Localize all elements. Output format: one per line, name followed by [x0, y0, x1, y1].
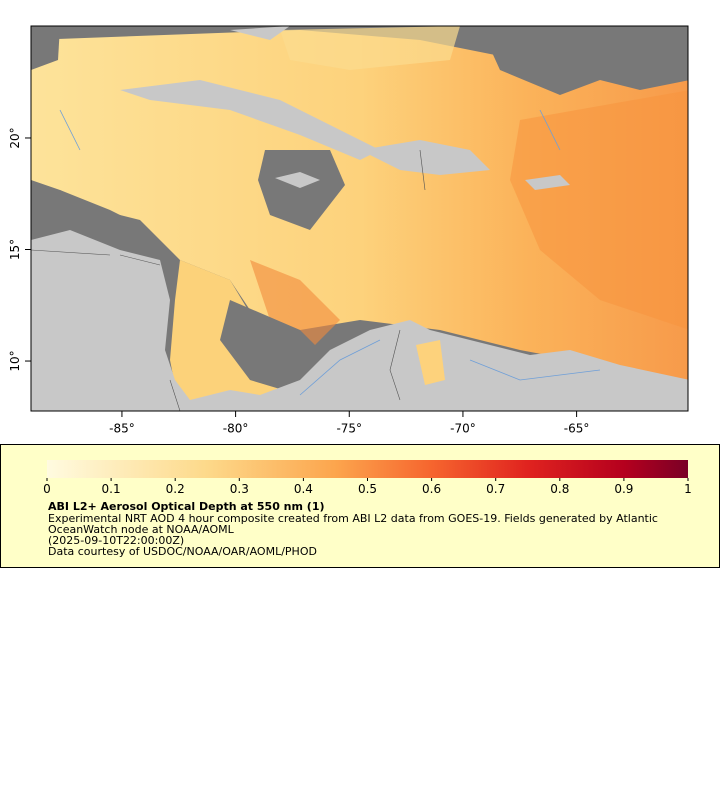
legend-line: OceanWatch node at NOAA/AOML — [48, 523, 235, 536]
colorbar-tick-label: 0.5 — [358, 482, 377, 496]
colorbar-tick-label: 0 — [43, 482, 51, 496]
colorbar-tick-label: 0.6 — [422, 482, 441, 496]
x-tick-label: -80° — [223, 422, 249, 436]
legend-title: ABI L2+ Aerosol Optical Depth at 550 nm … — [48, 500, 325, 513]
colorbar-tick-label: 0.1 — [102, 482, 121, 496]
map-frame — [30, 25, 689, 412]
colorbar-tick-label: 0.2 — [166, 482, 185, 496]
y-tick-label: 10° — [8, 350, 22, 371]
legend-line: Experimental NRT AOD 4 hour composite cr… — [48, 512, 658, 525]
colorbar-tick-label: 0.9 — [614, 482, 633, 496]
colorbar-tick-label: 0.8 — [550, 482, 569, 496]
map-image — [31, 26, 688, 411]
legend-line: (2025-09-10T22:00:00Z) — [48, 534, 184, 547]
x-tick-label: -85° — [109, 422, 135, 436]
x-tick-label: -75° — [336, 422, 362, 436]
x-tick-label: -70° — [450, 422, 476, 436]
colorbar — [47, 460, 688, 478]
colorbar-tick-label: 0.4 — [294, 482, 313, 496]
colorbar-tick-label: 1 — [684, 482, 692, 496]
y-tick-label: 15° — [8, 239, 22, 260]
colorbar-tick-label: 0.7 — [486, 482, 505, 496]
legend-line: Data courtesy of USDOC/NOAA/OAR/AOML/PHO… — [48, 545, 317, 558]
x-tick-label: -65° — [564, 422, 590, 436]
colorbar-tick-label: 0.3 — [230, 482, 249, 496]
y-tick-label: 20° — [8, 127, 22, 148]
